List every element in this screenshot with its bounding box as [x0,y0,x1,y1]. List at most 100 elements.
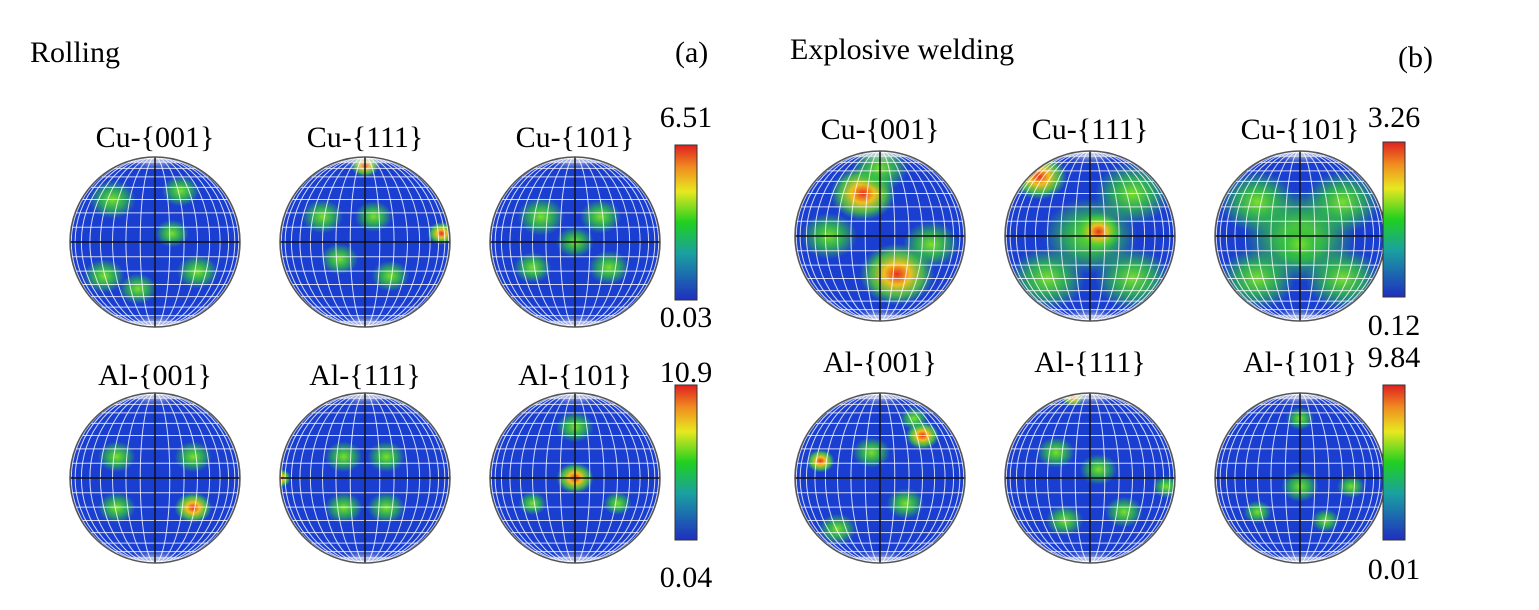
pole-figure-body [795,151,965,321]
hot-spot [818,513,857,545]
figure-label: Cu-{111} [307,121,424,154]
pole [125,314,185,327]
pole [850,550,910,563]
hot-spot [98,441,136,473]
hot-spot [325,441,363,473]
hot-spot [367,441,405,473]
pole [545,393,605,406]
hot-spot [83,259,125,293]
hot-spot [1010,153,1068,200]
pole-figure-body [490,393,660,563]
figure-label: Al-{111} [1034,346,1146,379]
figure-label: Cu-{101} [1241,113,1360,146]
hot-spot [1079,454,1118,485]
outline [279,156,451,328]
hot-spot [119,273,157,305]
hot-spot [518,492,547,515]
outline [794,150,966,322]
pole-figure [69,392,241,564]
pole [850,308,910,321]
figure-label: Cu-{001} [821,113,940,146]
panel-title: Rolling [30,36,120,69]
pole [335,393,395,406]
figure-label: Cu-{001} [96,121,215,154]
pole [1060,151,1120,164]
figure-label: Cu-{111} [1032,113,1149,146]
pole-figure-body [1005,151,1175,321]
panel-label: (a) [675,36,708,69]
hot-spot [367,492,405,524]
pole [125,393,185,406]
pole [545,550,605,563]
figure-label: Al-{001} [823,346,937,379]
colorbar-min: 0.12 [1368,309,1421,342]
pole [1270,550,1330,563]
outline [69,156,241,328]
hot-spot [513,252,552,283]
hot-spot [603,492,632,515]
colorbar-max: 9.84 [1368,341,1421,374]
pole-figure [489,156,661,328]
pole-figure [1214,150,1386,322]
pole-figure [279,392,451,564]
hot-spot [161,175,200,207]
pole-figure-body [70,393,240,563]
pole [335,157,395,170]
hot-spot [1243,500,1272,524]
pole-figure [794,392,966,564]
pole [1060,550,1120,563]
hot-spot [579,199,622,234]
colorbar-min: 0.03 [660,301,713,334]
pole [850,151,910,164]
hot-spot [174,492,212,524]
outline [1004,392,1176,564]
pole-figure [794,150,966,322]
outline [489,392,661,564]
pole-figure-body [280,393,450,563]
pole [1270,308,1330,321]
figure-label: Al-{001} [98,359,212,392]
colorbar [674,144,698,301]
colorbar-min: 0.04 [660,561,713,594]
pole [125,157,185,170]
hot-spot [155,219,189,248]
pole [335,314,395,327]
pole [125,550,185,563]
pole-figure-body [1215,393,1385,563]
outline [1004,150,1176,322]
pole-figure [1004,392,1176,564]
pole [1270,393,1330,406]
hot-spot [98,492,136,524]
hot-spot [517,197,565,236]
pole [850,393,910,406]
hot-spot [371,260,410,292]
panel-title: Explosive welding [790,33,1014,66]
colorbar-min: 0.01 [1368,553,1421,586]
outline [489,156,661,328]
figure-label: Al-{101} [1243,346,1357,379]
colorbar [1382,141,1406,298]
pole [1060,308,1120,321]
colorbar [1382,384,1406,541]
pole [1270,151,1330,164]
colorbar-max: 3.26 [1368,101,1421,134]
pole-figure-body [795,393,965,563]
pole-figure [1214,392,1386,564]
pole [1060,393,1120,406]
hot-spot [301,199,344,234]
colorbar [674,384,698,541]
pole-figure [489,392,661,564]
outline [794,392,966,564]
hot-spot [320,243,359,275]
hot-spot [806,449,835,473]
pole-figure-body [490,157,660,327]
outline [69,392,241,564]
pole [545,157,605,170]
outline [279,392,451,564]
figure-label: Al-{111} [309,359,421,392]
hot-spot [325,492,363,524]
hot-spot [852,437,891,468]
figure-label: Cu-{101} [516,121,635,154]
pole-figure-body [1215,151,1385,321]
pole-figure-body [280,157,450,327]
